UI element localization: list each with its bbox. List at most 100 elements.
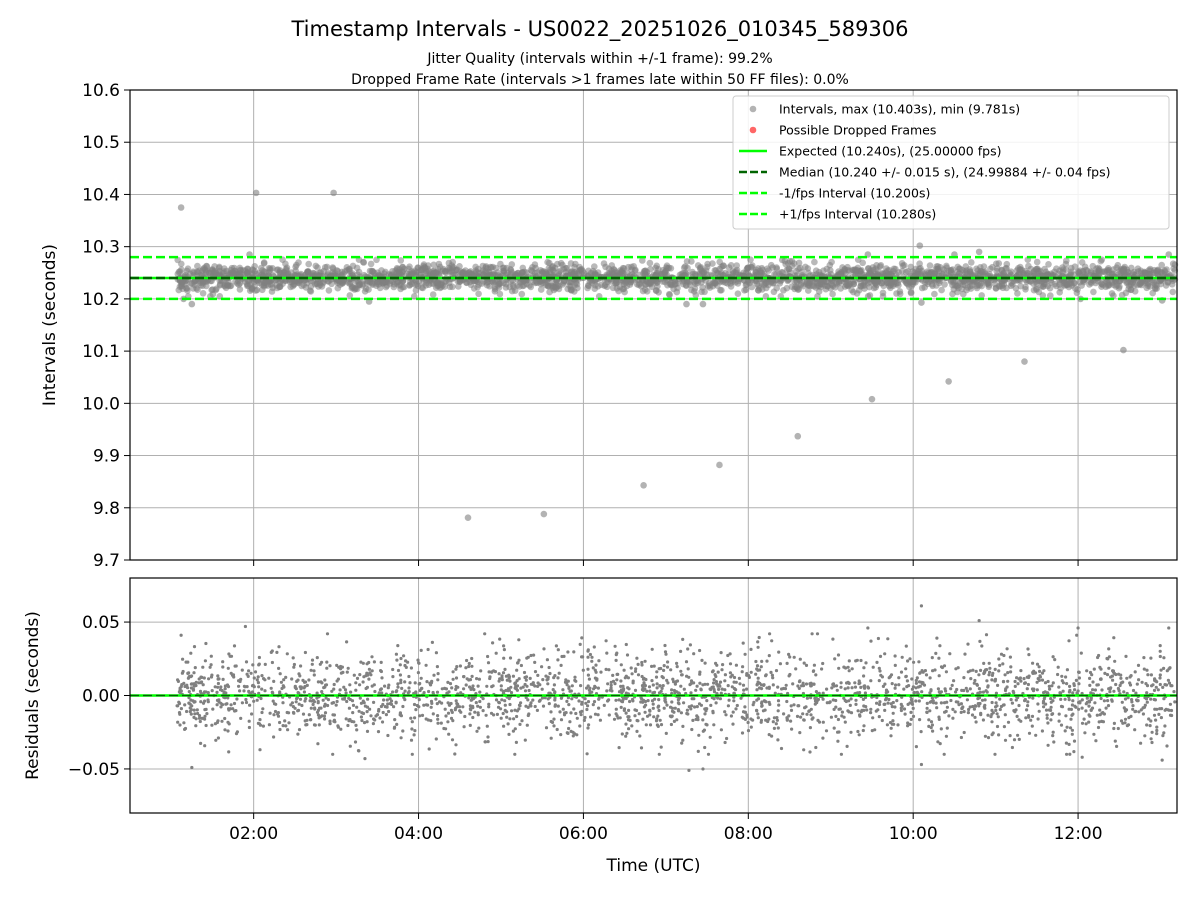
interval-point bbox=[1110, 266, 1117, 273]
residual-point bbox=[1133, 670, 1137, 674]
residual-point bbox=[226, 696, 230, 700]
residual-point bbox=[1162, 731, 1166, 735]
residual-point bbox=[604, 667, 608, 672]
residual-point bbox=[622, 668, 626, 672]
residual-point bbox=[537, 699, 542, 703]
residual-point bbox=[400, 686, 404, 691]
interval-point bbox=[1022, 286, 1029, 293]
residual-point bbox=[477, 677, 481, 681]
residual-point bbox=[477, 726, 481, 730]
interval-point bbox=[1138, 281, 1145, 289]
legend-label: Expected (10.240s), (25.00000 fps) bbox=[779, 144, 1001, 159]
interval-point bbox=[954, 263, 961, 271]
interval-point bbox=[802, 263, 809, 271]
residual-point bbox=[231, 707, 235, 711]
interval-point bbox=[349, 262, 357, 270]
residual-point bbox=[756, 676, 760, 680]
residual-point bbox=[186, 686, 190, 690]
interval-point bbox=[665, 264, 673, 272]
residual-point bbox=[717, 687, 721, 692]
residual-point bbox=[627, 727, 631, 731]
residual-point bbox=[972, 707, 977, 711]
interval-point bbox=[699, 300, 707, 308]
residual-point bbox=[775, 716, 779, 720]
residual-point bbox=[1077, 707, 1081, 711]
residual-point bbox=[994, 701, 998, 705]
residual-point bbox=[471, 715, 475, 720]
residual-point bbox=[712, 678, 716, 682]
residual-point bbox=[840, 714, 844, 718]
residual-point bbox=[1006, 679, 1010, 683]
residual-point bbox=[468, 712, 472, 716]
residual-point bbox=[302, 680, 307, 684]
interval-point bbox=[177, 204, 185, 211]
residual-point bbox=[1089, 691, 1093, 695]
residual-point bbox=[232, 644, 237, 648]
residual-point bbox=[738, 682, 742, 686]
residual-point bbox=[485, 684, 489, 688]
residual-point bbox=[803, 706, 807, 710]
residual-point bbox=[751, 718, 755, 722]
residual-point bbox=[679, 669, 683, 673]
residual-point bbox=[1153, 707, 1157, 711]
residual-point bbox=[487, 670, 491, 674]
residual-point bbox=[694, 688, 698, 692]
residual-point bbox=[517, 707, 521, 711]
residual-point bbox=[1046, 743, 1050, 747]
residual-point bbox=[233, 709, 237, 713]
residual-point bbox=[351, 703, 356, 708]
residual-point bbox=[360, 718, 364, 723]
residual-point bbox=[596, 686, 601, 690]
residual-point bbox=[636, 662, 640, 667]
residual-point bbox=[1027, 731, 1032, 735]
residual-point bbox=[255, 678, 259, 682]
interval-point bbox=[995, 260, 1003, 267]
residual-point bbox=[303, 719, 307, 723]
residual-point bbox=[1117, 672, 1121, 676]
residual-point bbox=[564, 678, 568, 682]
residual-point bbox=[928, 709, 932, 713]
interval-point bbox=[394, 278, 402, 286]
residual-point bbox=[1149, 697, 1153, 701]
residual-point bbox=[1079, 651, 1083, 655]
residual-point bbox=[1056, 672, 1060, 677]
residual-point bbox=[950, 683, 954, 688]
residual-point bbox=[189, 698, 193, 702]
residual-point bbox=[668, 705, 673, 709]
residual-point bbox=[229, 703, 233, 707]
residual-point bbox=[997, 669, 1001, 673]
interval-point bbox=[369, 280, 376, 287]
residual-point bbox=[461, 705, 465, 709]
y-tick-label: 10.4 bbox=[82, 185, 120, 205]
interval-point bbox=[916, 270, 923, 278]
residual-point bbox=[468, 723, 472, 728]
interval-point bbox=[365, 286, 372, 293]
residual-point bbox=[465, 658, 469, 663]
interval-point bbox=[899, 262, 907, 270]
residual-point bbox=[672, 680, 676, 684]
residual-point bbox=[641, 677, 646, 681]
residual-point bbox=[186, 676, 190, 680]
residual-point bbox=[549, 710, 553, 714]
residual-point bbox=[402, 654, 406, 658]
residual-point bbox=[509, 685, 513, 689]
interval-point bbox=[227, 266, 235, 274]
interval-point bbox=[666, 291, 673, 299]
residual-point bbox=[540, 665, 544, 669]
residual-point bbox=[615, 714, 619, 718]
interval-point bbox=[574, 284, 581, 292]
interval-point bbox=[591, 285, 598, 293]
residual-point bbox=[936, 740, 940, 744]
residual-point bbox=[261, 707, 265, 711]
residual-point bbox=[1084, 709, 1088, 713]
residual-point bbox=[741, 665, 745, 669]
interval-point bbox=[549, 262, 556, 270]
residual-point bbox=[361, 661, 365, 665]
residual-point bbox=[290, 677, 294, 681]
residual-point bbox=[928, 700, 932, 704]
residual-point bbox=[982, 661, 986, 666]
residual-point bbox=[201, 701, 206, 705]
interval-point bbox=[397, 257, 405, 264]
interval-point bbox=[376, 284, 384, 292]
residual-point bbox=[727, 698, 731, 702]
